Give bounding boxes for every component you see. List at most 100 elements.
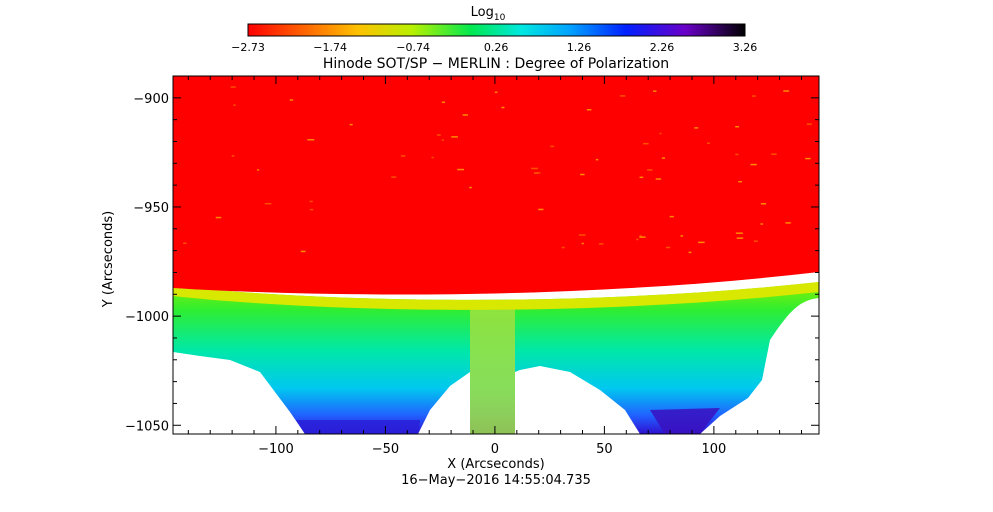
colorbar-label-sub: 10 xyxy=(494,13,506,23)
speckle xyxy=(307,138,315,141)
colorbar-label-base: Log xyxy=(471,5,494,20)
speckle xyxy=(771,153,777,155)
speckle xyxy=(661,157,666,159)
colorbar-tick-label: −2.73 xyxy=(231,41,265,54)
speckle xyxy=(753,240,758,242)
speckle xyxy=(619,95,626,97)
speckle xyxy=(680,235,684,237)
plot-frame xyxy=(172,75,820,435)
speckle xyxy=(550,145,555,148)
speckle xyxy=(183,242,187,245)
speckle xyxy=(805,157,811,160)
speckle xyxy=(735,125,740,128)
speckle xyxy=(598,243,604,245)
speckle xyxy=(578,234,586,236)
x-tick-label: 0 xyxy=(491,442,499,457)
speckle xyxy=(785,222,791,224)
chart-title: Hinode SOT/SP − MERLIN : Degree of Polar… xyxy=(323,56,669,72)
y-tick-label: −1000 xyxy=(125,310,169,325)
y-tick-label: −1050 xyxy=(125,419,169,434)
speckle xyxy=(736,237,744,239)
speckle xyxy=(462,114,468,116)
limb-band xyxy=(173,282,819,310)
heatmap-image xyxy=(173,76,819,434)
speckle xyxy=(451,136,458,138)
colorbar-tick-label: 1.26 xyxy=(567,41,592,54)
colorbar-tick-label: 3.26 xyxy=(733,41,758,54)
speckle xyxy=(655,178,662,180)
speckle xyxy=(752,95,756,97)
speckle xyxy=(760,223,764,225)
colorbar: Log10 −2.73 −1.74 −0.74 0.26 1.26 2.26 3.26 xyxy=(231,5,757,54)
speckle xyxy=(400,155,406,157)
colorbar-gradient xyxy=(247,23,746,37)
speckle xyxy=(750,163,757,166)
x-tick-label: −50 xyxy=(372,442,399,457)
x-axis-label: X (Arcseconds) xyxy=(447,457,544,472)
speckle xyxy=(391,176,397,178)
speckle xyxy=(735,232,743,234)
speckle xyxy=(581,242,584,245)
speckle xyxy=(501,106,505,109)
speckle xyxy=(760,203,767,205)
speckle xyxy=(783,90,790,92)
speckle xyxy=(580,173,585,176)
speckle xyxy=(698,241,705,244)
speckle xyxy=(309,200,313,203)
speckle xyxy=(561,246,565,249)
y-tick-label: −950 xyxy=(133,201,169,216)
speckle xyxy=(639,235,642,237)
speckle xyxy=(534,172,541,174)
colorbar-tick-label: −1.74 xyxy=(313,41,347,54)
speckle xyxy=(694,127,699,129)
disk-speckles xyxy=(183,86,812,254)
x-axis: −100 −50 0 50 100 xyxy=(187,76,802,457)
speckle xyxy=(215,216,222,219)
far-off-limb-fringe xyxy=(296,420,420,434)
x-tick-label: 50 xyxy=(596,442,613,457)
y-tick-label: −900 xyxy=(133,92,169,107)
speckle xyxy=(469,186,472,189)
speckle xyxy=(806,123,812,125)
speckle xyxy=(431,156,434,159)
speckle xyxy=(300,250,306,253)
speckle xyxy=(707,142,710,144)
x-tick-label: −100 xyxy=(258,442,294,457)
timestamp: 16−May−2016 14:55:04.735 xyxy=(401,473,591,488)
colorbar-tick-label: 2.26 xyxy=(650,41,675,54)
speckle xyxy=(436,134,441,136)
speckle xyxy=(441,101,445,104)
speckle xyxy=(665,246,671,249)
y-axis-label: Y (Arcseconds) xyxy=(101,211,116,308)
y-axis: −900 −950 −1000 −1050 xyxy=(125,75,819,434)
speckle xyxy=(233,104,236,106)
speckle xyxy=(538,208,544,211)
solar-disk xyxy=(173,76,819,295)
speckle xyxy=(643,142,649,145)
colorbar-tick-label: −0.74 xyxy=(396,41,430,54)
speckle xyxy=(231,155,235,157)
speckle xyxy=(494,91,498,94)
speckle xyxy=(264,202,272,205)
speckle xyxy=(257,169,260,171)
colorbar-ticks: −2.73 −1.74 −0.74 0.26 1.26 2.26 3.26 xyxy=(231,41,757,54)
speckle xyxy=(457,168,465,171)
colorbar-tick-label: 0.26 xyxy=(484,41,509,54)
speckle xyxy=(441,139,444,141)
speckle xyxy=(646,169,653,171)
speckle xyxy=(639,236,646,238)
speckle xyxy=(669,215,674,218)
speckle xyxy=(531,167,539,170)
speckle xyxy=(636,238,639,241)
speckle xyxy=(230,86,236,88)
speckle xyxy=(639,176,644,179)
speckle xyxy=(653,90,657,92)
x-tick-label: 100 xyxy=(701,442,726,457)
colorbar-label: Log10 xyxy=(471,5,506,23)
speckle xyxy=(586,109,592,111)
central-band xyxy=(470,305,515,434)
speckle xyxy=(309,208,314,211)
speckle xyxy=(289,99,294,101)
speckle xyxy=(659,132,662,135)
